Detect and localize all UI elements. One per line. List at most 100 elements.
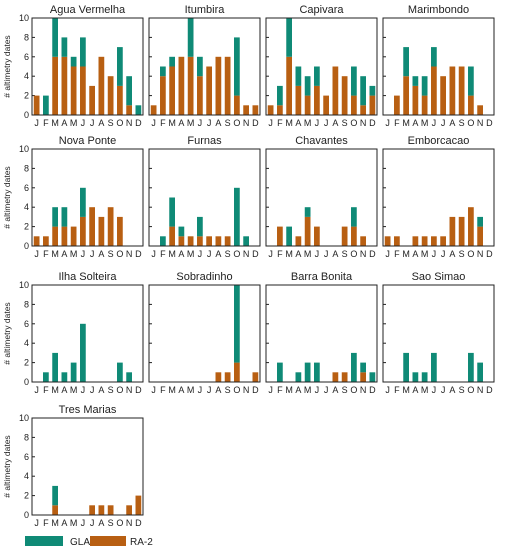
- bar-glas-o: [468, 352, 474, 382]
- bar-ra2-j: [323, 95, 329, 115]
- x-tick-label: M: [285, 249, 293, 259]
- x-tick-label: O: [233, 118, 240, 128]
- bar-ra2-n: [360, 236, 366, 246]
- bar-ra2-j: [314, 85, 320, 115]
- bar-glas-o: [234, 37, 240, 96]
- bar-glas-j: [197, 216, 203, 237]
- x-tick-label: A: [412, 385, 418, 395]
- bar-ra2-d: [252, 105, 259, 115]
- x-tick-label: A: [412, 249, 418, 259]
- x-tick-label: S: [108, 518, 114, 528]
- x-tick-label: S: [459, 118, 465, 128]
- bar-ra2-d: [252, 372, 259, 382]
- x-tick-label: J: [324, 385, 329, 395]
- bar-glas-a: [61, 207, 68, 227]
- bar-ra2-j: [80, 66, 86, 115]
- bar-ra2-a: [449, 66, 456, 115]
- x-tick-label: M: [51, 518, 59, 528]
- bar-glas-m: [52, 18, 58, 57]
- bar-glas-m: [403, 47, 409, 77]
- x-tick-label: D: [369, 385, 376, 395]
- x-tick-label: N: [243, 385, 250, 395]
- bar-ra2-j: [89, 85, 95, 115]
- panel-title: Agua Vermelha: [50, 4, 126, 16]
- x-tick-label: J: [151, 385, 156, 395]
- x-tick-label: D: [135, 249, 142, 259]
- x-tick-label: O: [116, 118, 123, 128]
- bar-ra2-a: [215, 236, 222, 246]
- y-tick-label: 4: [24, 338, 29, 348]
- x-tick-label: N: [360, 118, 367, 128]
- y-tick-label: 8: [24, 432, 29, 442]
- y-tick-label: 2: [24, 358, 29, 368]
- y-tick-label: 2: [24, 491, 29, 501]
- bar-glas-m: [52, 485, 58, 506]
- x-tick-label: F: [160, 385, 166, 395]
- bar-ra2-j: [314, 226, 320, 246]
- panel-title: Capivara: [299, 4, 344, 16]
- legend-swatch-glas: [25, 536, 63, 546]
- bar-ra2-s: [107, 505, 114, 515]
- y-tick-label: 0: [24, 110, 29, 120]
- x-tick-label: D: [486, 249, 493, 259]
- bar-ra2-f: [43, 236, 49, 246]
- x-tick-label: A: [332, 118, 338, 128]
- x-tick-label: F: [277, 385, 283, 395]
- x-tick-label: J: [385, 385, 390, 395]
- x-tick-label: J: [34, 385, 39, 395]
- x-tick-label: O: [116, 518, 123, 528]
- x-tick-label: F: [160, 118, 166, 128]
- x-tick-label: A: [215, 118, 221, 128]
- bar-ra2-m: [169, 66, 175, 115]
- panel-frame: [31, 417, 144, 516]
- bar-ra2-s: [341, 372, 348, 382]
- bar-ra2-s: [458, 66, 465, 115]
- bar-ra2-n: [477, 105, 483, 115]
- x-tick-label: M: [285, 385, 293, 395]
- bar-ra2-m: [187, 236, 194, 246]
- bar-ra2-j: [197, 236, 203, 246]
- panel-frame: [265, 284, 378, 383]
- bar-glas-o: [234, 187, 240, 246]
- x-tick-label: J: [441, 249, 446, 259]
- x-tick-label: F: [394, 249, 400, 259]
- x-tick-label: O: [350, 385, 357, 395]
- panel-title: Nova Ponte: [59, 135, 116, 147]
- bar-glas-m: [70, 362, 77, 382]
- panel-frame: [148, 148, 261, 247]
- bar-glas-m: [286, 226, 292, 246]
- bar-ra2-d: [135, 495, 142, 515]
- bar-ra2-m: [70, 226, 77, 246]
- bar-ra2-m: [421, 236, 428, 246]
- bar-glas-m: [403, 352, 409, 382]
- bar-ra2-a: [61, 56, 68, 115]
- x-tick-label: A: [215, 385, 221, 395]
- bar-glas-a: [178, 226, 185, 237]
- bar-glas-n: [126, 76, 132, 106]
- panel-title: Emborcacao: [408, 135, 470, 147]
- bar-ra2-a: [295, 236, 302, 246]
- x-tick-label: O: [350, 118, 357, 128]
- x-tick-label: J: [90, 385, 95, 395]
- x-tick-label: J: [432, 249, 437, 259]
- bar-glas-f: [160, 236, 166, 246]
- bar-ra2-s: [224, 236, 231, 246]
- bar-glas-m: [187, 18, 194, 57]
- bar-glas-m: [70, 56, 77, 67]
- y-tick-label: 10: [19, 13, 29, 23]
- x-tick-label: A: [61, 518, 67, 528]
- bar-glas-j: [80, 187, 86, 217]
- x-tick-label: M: [402, 385, 410, 395]
- panel-title: Sobradinho: [176, 271, 232, 283]
- x-tick-label: A: [449, 385, 455, 395]
- x-tick-label: O: [467, 385, 474, 395]
- bar-ra2-j: [206, 66, 212, 115]
- bar-glas-m: [169, 197, 175, 227]
- bar-ra2-j: [33, 236, 40, 246]
